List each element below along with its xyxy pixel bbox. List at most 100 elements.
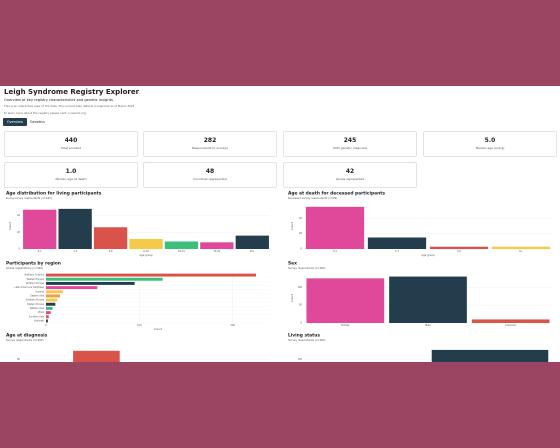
- bar: [46, 294, 60, 298]
- kpi-label: Median age at death: [55, 177, 87, 181]
- bar: [431, 349, 549, 362]
- bar: [367, 237, 427, 249]
- y-tick-label: 150: [297, 358, 302, 361]
- x-tick-label: 1-3: [395, 250, 399, 253]
- y-tick-label: Western Europe: [27, 278, 45, 281]
- y-tick-label: 40: [299, 217, 303, 220]
- y-tick-label: Africa: [38, 311, 45, 314]
- kpi-card: 1.0 Median age at death: [4, 162, 138, 188]
- kpi-label: Median age (living): [475, 146, 505, 150]
- bar: [46, 273, 256, 277]
- y-tick-label: Northern America: [25, 274, 45, 277]
- bar: [58, 208, 92, 249]
- bar: [306, 278, 385, 323]
- x-tick-label: 6+: [519, 250, 523, 253]
- x-tick-label: 15-20: [213, 250, 220, 253]
- y-tick-label: 100: [297, 286, 302, 289]
- chart: Age at death for deceased participantsDe…: [288, 191, 552, 257]
- bar: [23, 209, 57, 249]
- chart-subtitle: Survey respondents (n=282): [288, 266, 326, 270]
- y-tick-label: Oceania: [35, 290, 45, 293]
- chart-subtitle: Living survey respondents (n=183): [6, 196, 52, 200]
- bar: [46, 290, 63, 294]
- tab[interactable]: Overview: [3, 118, 27, 126]
- bar: [429, 246, 489, 249]
- x-tick-label: Female: [341, 324, 350, 327]
- x-axis-label: Age group: [421, 253, 435, 257]
- x-tick-label: 0-1: [38, 250, 42, 253]
- x-tick-label: 1-3: [73, 250, 77, 253]
- y-tick-label: 0: [300, 322, 302, 325]
- bar: [46, 281, 135, 285]
- y-axis-label: Count: [8, 222, 12, 230]
- kpi-value: 282: [203, 137, 217, 144]
- x-tick-label: 3-6: [457, 250, 461, 253]
- y-tick-label: 50: [299, 304, 303, 307]
- y-tick-label: Eastern Asia: [30, 294, 44, 297]
- kpi-card: 5.0 Median age (living): [423, 131, 557, 157]
- chart-title: Sex: [288, 261, 297, 267]
- chart-title: Living status: [288, 333, 320, 339]
- kpi-card: 42 Genes represented: [283, 162, 417, 188]
- bar: [46, 306, 53, 310]
- kpi-card: 245 With genetic diagnosis: [283, 131, 417, 157]
- y-tick-label: 0: [18, 248, 20, 251]
- kpi-label: Genes represented: [335, 177, 365, 181]
- x-tick-label: 10-15: [178, 250, 185, 253]
- chart: Age distribution for living participants…: [6, 191, 270, 257]
- kpi-value: 48: [205, 168, 215, 175]
- kpi-label: Respondents to surveys: [192, 146, 228, 150]
- bar: [46, 286, 98, 290]
- bar: [389, 276, 467, 323]
- chart-title: Age at diagnosis: [6, 333, 48, 339]
- note: To learn more about the registry please …: [4, 111, 86, 115]
- y-tick-label: Unknown: [34, 319, 45, 322]
- kpi-label: With genetic diagnosis: [332, 146, 368, 150]
- dashboard: Leigh Syndrome Registry Explorer Overvie…: [0, 86, 560, 362]
- x-tick-label: 0: [45, 324, 47, 327]
- y-tick-label: Southern Asia: [29, 315, 45, 318]
- bar: [46, 298, 58, 302]
- x-axis-label: Age group: [139, 253, 153, 257]
- bar: [73, 350, 120, 362]
- chart-subtitle: Deceased survey respondents (n=99): [288, 196, 337, 200]
- kpi-value: 245: [343, 137, 357, 144]
- bar: [93, 227, 128, 249]
- bar: [46, 315, 49, 319]
- kpi-value: 42: [345, 168, 355, 175]
- x-tick-label: 3-6: [109, 250, 113, 253]
- kpi-value: 1.0: [65, 168, 77, 175]
- kpi-value: 440: [64, 137, 78, 144]
- x-tick-label: 20+: [250, 250, 255, 253]
- y-tick-label: 20: [17, 231, 21, 234]
- bar: [235, 235, 269, 249]
- y-axis-label: Count: [290, 222, 294, 230]
- y-tick-label: 0: [300, 248, 302, 251]
- bar: [46, 311, 51, 315]
- y-tick-label: Northern Europe: [26, 282, 45, 285]
- x-tick-label: Unknown: [505, 324, 517, 327]
- bar: [305, 206, 365, 249]
- bar: [46, 302, 56, 306]
- tab[interactable]: Genetics: [30, 120, 45, 124]
- x-tick-label: 200: [230, 324, 235, 327]
- bar: [46, 319, 48, 323]
- x-tick-label: 6-10: [143, 250, 149, 253]
- chart-title: Age distribution for living participants: [6, 191, 102, 197]
- chart-subtitle: Global registrations (n=440): [6, 266, 43, 270]
- x-tick-label: 100: [137, 324, 142, 327]
- y-tick-label: Western Asia: [30, 307, 45, 310]
- chart-title: Participants by region: [6, 261, 61, 267]
- y-tick-label: Eastern Europe: [27, 303, 44, 306]
- bar: [471, 319, 550, 323]
- title: Leigh Syndrome Registry Explorer: [4, 88, 140, 96]
- kpi-label: Total enrolled: [60, 146, 82, 150]
- bar: [164, 241, 199, 249]
- x-axis-label: Count: [154, 327, 162, 331]
- bar: [129, 238, 163, 249]
- chart-subtitle: Survey respondents (n=282): [6, 338, 44, 342]
